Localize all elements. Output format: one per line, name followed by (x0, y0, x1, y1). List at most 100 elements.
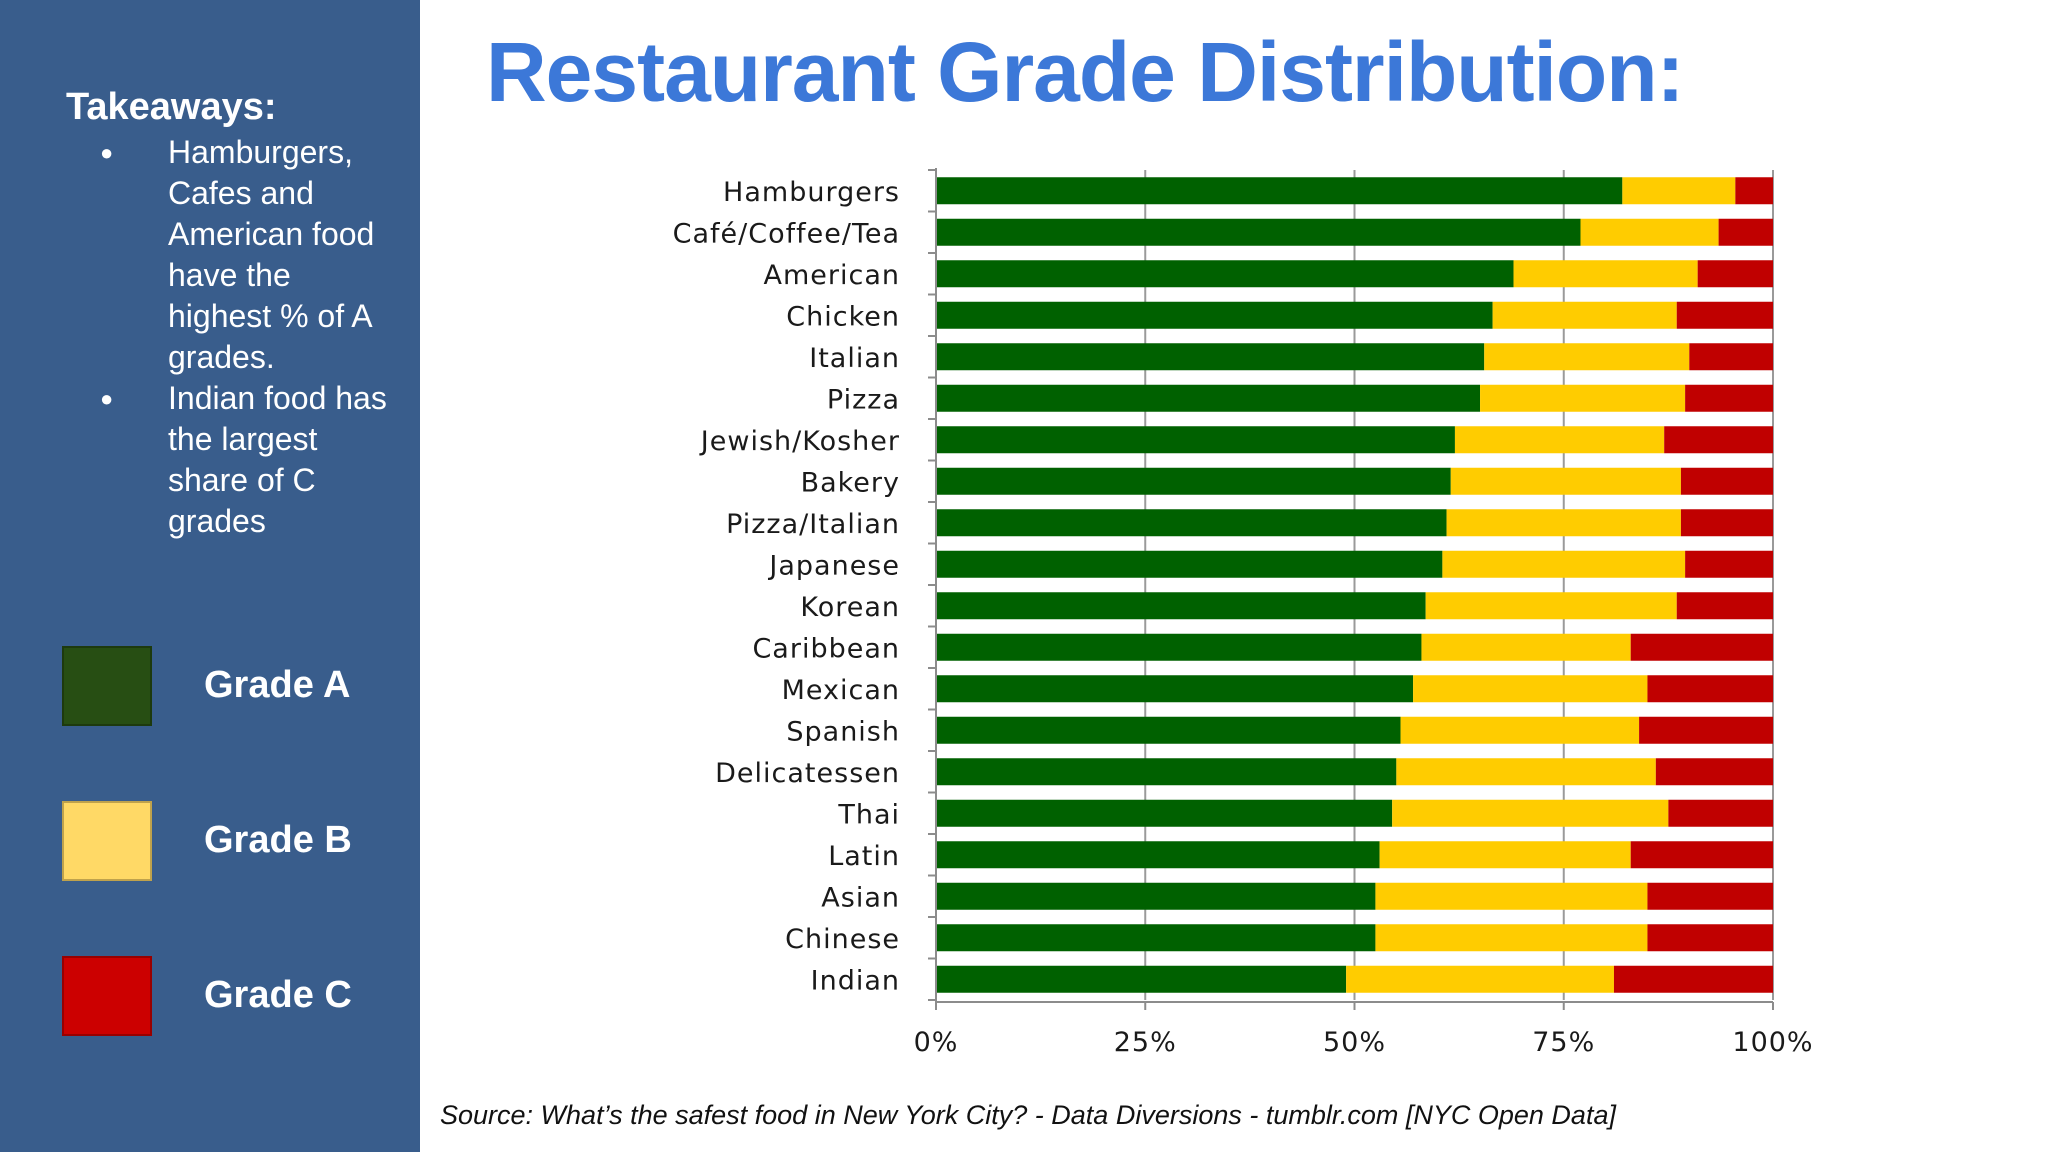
category-label: Mexican (782, 675, 900, 706)
bar-segment-grade-c (1697, 260, 1773, 288)
category-label: Latin (828, 841, 900, 872)
takeaway-bullet: Indian food has the largest share of C g… (100, 378, 400, 542)
legend-swatch-grade-c (62, 956, 152, 1036)
category-label: American (764, 260, 901, 291)
legend-swatch-grade-b (62, 801, 152, 881)
bar-segment-grade-c (1647, 882, 1773, 910)
bar-segment-grade-c (1630, 633, 1773, 661)
bar-segment-grade-c (1647, 924, 1773, 952)
bar-segment-grade-a (936, 841, 1380, 869)
bar-segment-grade-c (1639, 716, 1773, 744)
bar-segment-grade-a (936, 716, 1401, 744)
takeaways-title: Takeaways: (66, 86, 277, 128)
bar-segment-grade-a (936, 924, 1376, 952)
bar-segment-grade-c (1676, 592, 1773, 620)
bar-segment-grade-c (1668, 799, 1773, 827)
bar-segment-grade-b (1580, 218, 1719, 246)
bar-segment-grade-b (1450, 467, 1681, 495)
bar-segment-grade-b (1346, 965, 1614, 993)
bar-segment-grade-a (936, 384, 1481, 412)
category-label: Hamburgers (723, 177, 900, 208)
x-tick-label: 75% (1532, 1027, 1595, 1058)
bar-segment-grade-a (936, 965, 1347, 993)
category-label: Chicken (786, 301, 900, 332)
bar-segment-grade-c (1680, 509, 1773, 537)
bar-segment-grade-b (1480, 384, 1686, 412)
x-tick-label: 0% (914, 1027, 959, 1058)
bar-segment-grade-a (936, 218, 1581, 246)
bar-segment-grade-b (1442, 550, 1686, 578)
legend-item-grade-b: Grade B (62, 801, 402, 883)
bar-segment-grade-b (1492, 301, 1677, 329)
category-label: Caribbean (752, 633, 900, 664)
category-label: Indian (811, 965, 900, 996)
bar-segment-grade-c (1735, 177, 1773, 205)
bar-segment-grade-a (936, 758, 1397, 786)
bar-segment-grade-c (1685, 384, 1773, 412)
category-label: Asian (821, 882, 900, 913)
bar-segment-grade-b (1413, 675, 1648, 703)
bar-segment-grade-c (1655, 758, 1773, 786)
bar-segment-grade-c (1647, 675, 1773, 703)
category-label: Delicatessen (715, 758, 900, 789)
bar-segment-grade-c (1664, 426, 1773, 454)
bar-segment-grade-b (1375, 924, 1648, 952)
bar-segment-grade-c (1680, 467, 1773, 495)
bar-segment-grade-b (1421, 633, 1631, 661)
bar-segment-grade-a (936, 177, 1623, 205)
bar-segment-grade-c (1630, 841, 1773, 869)
bar-segment-grade-b (1392, 799, 1669, 827)
category-label: Jewish/Kosher (699, 426, 900, 457)
bar-segment-grade-a (936, 799, 1393, 827)
stacked-bar-chart: Hamburgers Café/Coffee/Tea American Chicken… (673, 168, 1813, 1058)
takeaway-bullet: Hamburgers, Cafes and American food have… (100, 132, 400, 378)
bar-segment-grade-a (936, 882, 1376, 910)
category-label: Pizza/Italian (726, 509, 900, 540)
x-tick-label: 100% (1732, 1027, 1813, 1058)
bar-segment-grade-c (1689, 343, 1773, 371)
bar-segment-grade-a (936, 343, 1485, 371)
source-citation: Source: What’s the safest food in New Yo… (440, 1100, 1616, 1130)
bar-segment-grade-b (1425, 592, 1677, 620)
bar-segment-grade-b (1375, 882, 1648, 910)
category-label: Italian (809, 343, 900, 374)
bar-segment-grade-c (1676, 301, 1773, 329)
category-label: Bakery (801, 467, 900, 498)
bar-segment-grade-a (936, 467, 1451, 495)
legend-label-grade-b: Grade B (204, 819, 352, 861)
legend-item-grade-c: Grade C (62, 956, 402, 1038)
category-label: Spanish (786, 716, 900, 747)
bar-segment-grade-b (1400, 716, 1640, 744)
category-label: Café/Coffee/Tea (673, 218, 900, 249)
bar-segment-grade-b (1396, 758, 1656, 786)
sidebar: Takeaways: Hamburgers, Cafes and America… (0, 0, 420, 1152)
bar-segment-grade-a (936, 301, 1493, 329)
bar-segment-grade-a (936, 426, 1455, 454)
x-tick-label: 25% (1114, 1027, 1177, 1058)
category-label: Korean (800, 592, 900, 623)
bar-segment-grade-b (1484, 343, 1690, 371)
bar-segment-grade-a (936, 509, 1447, 537)
bar-segment-grade-a (936, 633, 1422, 661)
bar-segment-grade-c (1613, 965, 1773, 993)
page-title: Restaurant Grade Distribution: (486, 25, 1684, 119)
bar-segment-grade-b (1513, 260, 1698, 288)
category-label: Chinese (785, 924, 900, 955)
legend-swatch-grade-a (62, 646, 152, 726)
legend-label-grade-c: Grade C (204, 974, 352, 1016)
legend-label-grade-a: Grade A (204, 664, 351, 706)
bar-segment-grade-a (936, 260, 1514, 288)
bar-segment-grade-a (936, 550, 1443, 578)
legend-item-grade-a: Grade A (62, 646, 402, 728)
bar-segment-grade-c (1685, 550, 1773, 578)
bar-segment-grade-b (1446, 509, 1681, 537)
x-tick-label: 50% (1323, 1027, 1386, 1058)
category-label: Pizza (827, 384, 900, 415)
bar-segment-grade-c (1718, 218, 1773, 246)
bar-segment-grade-b (1622, 177, 1736, 205)
bar-segment-grade-a (936, 675, 1414, 703)
takeaways-list: Hamburgers, Cafes and American food have… (100, 132, 400, 542)
bar-segment-grade-b (1379, 841, 1631, 869)
category-label: Thai (837, 799, 900, 830)
bar-segment-grade-b (1454, 426, 1665, 454)
